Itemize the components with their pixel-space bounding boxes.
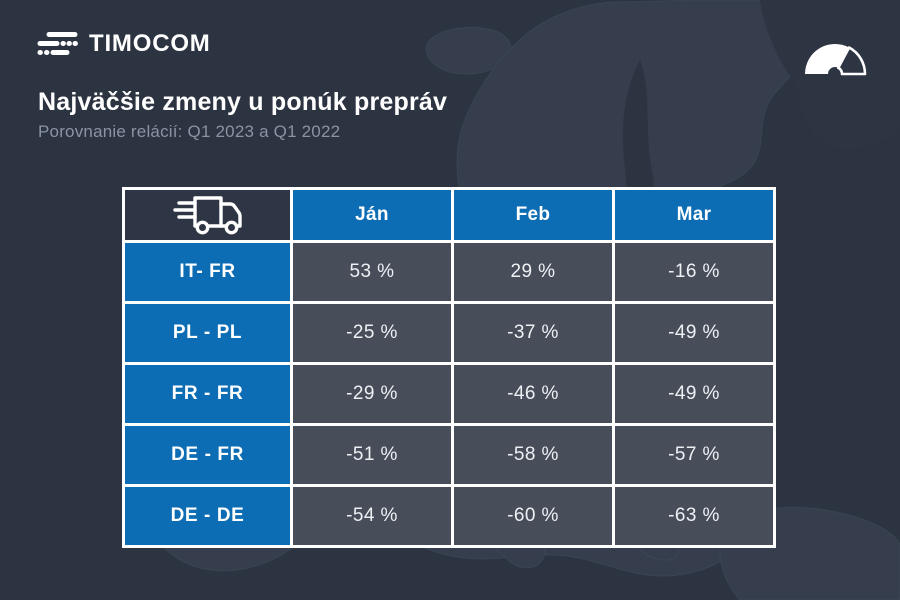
value-cell: -51 % [293,426,451,484]
table-corner-cell [125,190,290,240]
value-cell: -37 % [454,304,612,362]
value-cell: -25 % [293,304,451,362]
row-label-pl-pl: PL - PL [125,304,290,362]
page-subtitle: Porovnanie relácií: Q1 2023 a Q1 2022 [38,121,341,141]
page-title: Najväčšie zmeny u ponúk prepráv [38,88,448,116]
column-header-jan: Ján [293,190,451,240]
value-cell: -63 % [615,487,773,545]
value-cell: -16 % [615,243,773,301]
value-cell: -57 % [615,426,773,484]
timocom-dashes-logo-icon [37,32,78,55]
value-cell: -46 % [454,365,612,423]
value-cell: 53 % [293,243,451,301]
column-header-feb: Feb [454,190,612,240]
row-label-fr-fr: FR - FR [125,365,290,423]
brand-name: TIMOCOM [89,30,211,57]
value-cell: -49 % [615,304,773,362]
row-label-it-fr: IT- FR [125,243,290,301]
value-cell: -60 % [454,487,612,545]
value-cell: -29 % [293,365,451,423]
row-label-de-fr: DE - FR [125,426,290,484]
column-header-mar: Mar [615,190,773,240]
headline-block: Najväčšie zmeny u ponúk prepráv Porovnan… [38,88,447,142]
value-cell: 29 % [454,243,612,301]
row-label-de-de: DE - DE [125,487,290,545]
speedometer-gauge-icon [800,28,870,85]
value-cell: -49 % [615,365,773,423]
timocom-logo: TIMOCOM [37,30,211,58]
delivery-truck-icon [172,196,242,235]
transport-offers-table: Ján Feb Mar IT- FR 53 % 29 % -16 % PL - … [122,187,776,548]
value-cell: -58 % [454,426,612,484]
value-cell: -54 % [293,487,451,545]
